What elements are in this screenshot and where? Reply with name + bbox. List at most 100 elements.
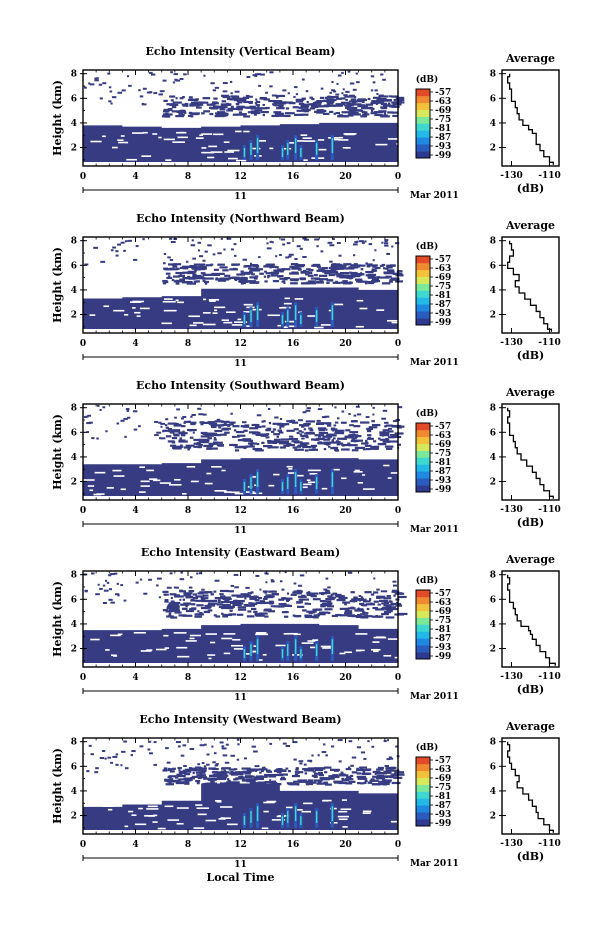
echo-patch [182,271,189,274]
echo-gap [362,812,371,814]
echo-gap [205,819,217,822]
echo-patch [116,422,120,425]
echo-patch [375,608,385,611]
echo-patch [221,767,231,770]
echo-patch [301,425,305,428]
echo-patch [255,574,260,577]
colorbar-segment [416,485,430,493]
echo-patch [386,758,391,761]
profile-y-tick-label: 8 [490,571,496,581]
echo-patch [324,608,333,611]
echo-patch [362,448,366,451]
echo-patch [97,404,100,407]
echo-gap [288,468,293,470]
echo-patch [355,598,359,601]
echo-patch [311,754,314,757]
echo-patch [182,607,188,610]
echo-patch [243,271,254,274]
echo-patch [112,755,118,758]
panel-2: Echo Intensity (Northward Beam)2468Heigh… [51,212,561,369]
echo-patch [166,615,174,618]
echo-patch [163,109,170,112]
echo-patch [191,239,194,242]
echo-patch [271,241,274,244]
echo-streak-core [300,649,302,658]
echo-patch [241,421,247,424]
echo-patch [334,265,344,268]
echo-patch [179,437,182,440]
echo-patch [360,421,370,424]
echo-gap [243,311,252,313]
echo-patch [102,584,106,587]
echo-patch [197,610,200,613]
echo-patch [231,594,242,597]
echo-patch [306,783,310,786]
date-month-label: Mar 2011 [410,191,459,201]
echo-patch [179,97,184,100]
echo-patch [165,593,169,596]
echo-patch [322,270,332,273]
echo-patch [301,78,305,81]
echo-patch [245,778,253,781]
echo-patch [356,767,359,770]
echo-streak-core [256,639,259,654]
colorbar-segment [416,423,430,431]
echo-patch [316,422,324,425]
echo-gap [257,140,267,142]
echo-patch [312,598,321,601]
echo-patch [368,276,374,279]
echo-patch [304,615,315,619]
echo-patch [387,111,394,114]
echo-layer [83,287,398,330]
echo-streak-core [243,148,246,157]
echo-patch [206,103,215,106]
echo-patch [388,440,399,443]
echo-patch [376,768,384,771]
colorbar-frame [415,422,431,493]
echo-patch [179,598,182,601]
echo-patch [350,272,361,276]
echo-patch [230,105,234,108]
echo-patch [336,595,345,598]
colorbar-segment [416,102,430,110]
echo-patch [376,100,385,103]
echo-patch [370,109,374,113]
echo-patch [230,92,233,95]
echo-patch [211,272,219,276]
x-tick-label: 20 [339,339,352,349]
echo-patch [330,593,334,596]
echo-gap [285,806,293,809]
echo-gap [210,641,216,644]
echo-patch [234,90,240,93]
echo-patch [316,782,323,785]
echo-patch [202,273,213,276]
profile-x-label: (dB) [517,850,544,863]
colorbar-segment [416,798,430,806]
echo-patch [397,280,404,283]
echo-patch [84,590,88,593]
echo-gap [390,472,400,474]
echo-patch [372,265,377,268]
echo-patch [325,428,328,431]
colorbar-segment [416,318,430,326]
echo-patch [306,100,309,104]
y-tick-label: 4 [71,620,77,630]
echo-patch [117,243,122,246]
profile-line [507,407,554,499]
echo-patch [317,781,322,784]
echo-patch [394,613,404,616]
echo-patch [332,446,339,450]
echo-patch [231,276,240,279]
echo-patch [315,281,324,284]
echo-patch [256,431,261,434]
echo-patch [238,771,242,774]
echo-patch [382,78,386,81]
echo-gap [100,803,105,806]
colorbar-segment [416,784,430,792]
echo-patch [253,277,258,280]
echo-gap [322,799,329,802]
echo-patch [392,433,399,437]
echo-patch [243,446,247,450]
echo-patch [388,280,393,283]
echo-patch [90,572,95,575]
